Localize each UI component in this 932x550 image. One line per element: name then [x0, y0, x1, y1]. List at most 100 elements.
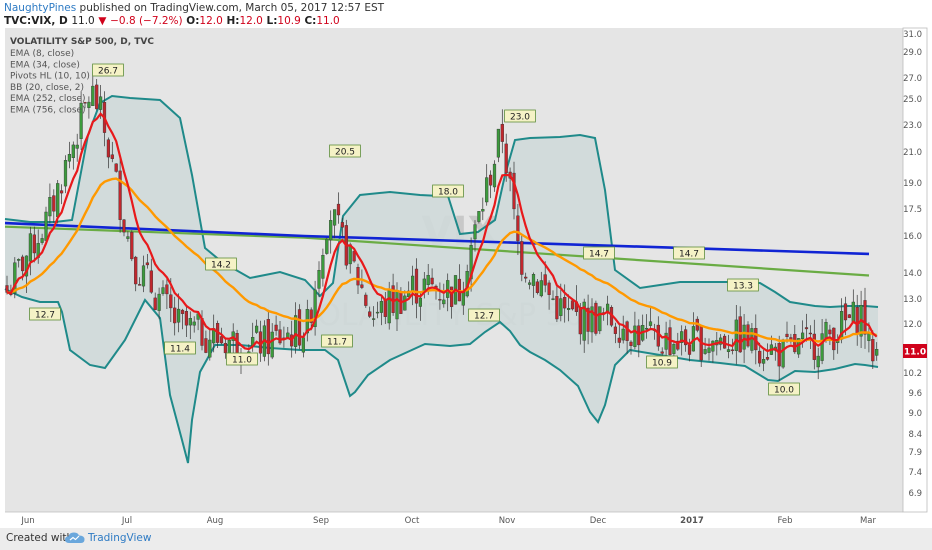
candle: [114, 163, 118, 173]
publish-info: NaughtyPines published on TradingView.co…: [4, 2, 384, 14]
candle: [372, 306, 376, 327]
candle: [617, 323, 621, 349]
candle-body: [551, 298, 555, 300]
candle: [184, 305, 188, 337]
candle-body: [352, 251, 356, 262]
candle-body: [71, 144, 75, 158]
candle: [5, 275, 9, 295]
candle-body: [79, 102, 83, 139]
candle-body: [278, 329, 282, 344]
y-tick-label: 27.0: [903, 74, 922, 84]
candle-body: [648, 321, 653, 326]
price-chart[interactable]: VIXVOLATILITY S&P 50026.712.714.211.411.…: [0, 0, 932, 528]
candle: [223, 339, 227, 359]
legend-entry: BB (20, close, 2): [10, 83, 84, 93]
candle-body: [430, 277, 434, 285]
y-tick-label: 9.0: [908, 409, 922, 419]
pivot-label-box: [768, 382, 800, 396]
candle-body: [137, 284, 142, 286]
x-tick-label: 2017: [680, 516, 704, 526]
candle-body: [204, 338, 208, 353]
candle: [492, 160, 497, 192]
candle: [531, 272, 536, 298]
candle: [793, 325, 797, 354]
footer: Created with TradingView: [0, 528, 932, 550]
candle: [812, 319, 816, 370]
candle: [375, 301, 380, 319]
candle-body: [83, 102, 87, 104]
candle: [192, 316, 196, 333]
candle-body: [808, 332, 812, 335]
candle-body: [313, 289, 317, 327]
candle-body: [812, 333, 816, 360]
candle: [723, 333, 727, 349]
pivot-label-box: [468, 308, 500, 322]
pivot-label: 14.7: [583, 246, 615, 260]
high-value: 12.0: [239, 15, 263, 27]
candle-body: [387, 290, 391, 324]
candle-body: [485, 177, 489, 203]
symbol-label: TVC:VIX, D: [4, 15, 68, 27]
candle-body: [855, 307, 859, 335]
candle-body: [360, 284, 364, 288]
candle: [17, 258, 21, 268]
candle: [63, 155, 68, 194]
down-triangle-icon: ▼: [98, 15, 107, 27]
created-with-text: Created with: [6, 532, 74, 544]
candle-body: [188, 318, 192, 326]
candle-body: [52, 195, 56, 212]
candle: [60, 184, 64, 205]
author-link[interactable]: NaughtyPines: [4, 2, 77, 14]
candle-body: [98, 96, 103, 110]
candle-body: [130, 232, 134, 260]
candle-body: [617, 337, 621, 343]
candle-body: [543, 274, 547, 286]
candle-body: [746, 324, 750, 347]
candle: [173, 296, 177, 336]
candle-body: [141, 265, 146, 287]
candle-body: [707, 347, 711, 353]
candle-body: [726, 349, 731, 352]
pivot-label-box: [727, 278, 759, 292]
candle-body: [426, 275, 430, 285]
pivot-label-text: 10.9: [652, 359, 672, 369]
candle-body: [87, 101, 91, 108]
candle: [777, 335, 781, 382]
candle: [485, 164, 489, 206]
candle-body: [340, 222, 344, 228]
candle-body: [586, 307, 590, 332]
candle-body: [531, 274, 536, 286]
price-axis: [902, 27, 928, 513]
candle-body: [820, 333, 824, 361]
candle: [297, 304, 302, 350]
candle-body: [633, 325, 637, 347]
candle-body: [379, 301, 383, 313]
candle-body: [161, 287, 165, 294]
pivot-label-text: 20.5: [335, 148, 355, 158]
tradingview-brand[interactable]: TradingView: [88, 532, 152, 544]
y-tick-label: 31.0: [903, 30, 922, 40]
x-tick-label: Aug: [207, 516, 224, 526]
candle: [598, 306, 602, 335]
candle: [524, 272, 528, 283]
candle: [528, 279, 532, 290]
candle: [75, 133, 79, 162]
candle-body: [48, 196, 52, 217]
candle-body: [5, 285, 9, 293]
pivot-label: 10.0: [768, 382, 800, 396]
pivot-label-text: 14.2: [211, 261, 231, 271]
legend-entry: EMA (252, close): [10, 94, 86, 104]
candle-body: [44, 211, 48, 241]
candle-body: [173, 307, 177, 324]
pivot-label-box: [646, 355, 678, 369]
candle-body: [703, 349, 707, 354]
pivot-label: 11.4: [164, 341, 196, 355]
pivot-label: 20.5: [329, 144, 361, 158]
candle-body: [153, 297, 157, 310]
candle-body: [270, 331, 274, 358]
last-price-tag: [903, 344, 927, 358]
pivot-label: 14.7: [673, 246, 705, 260]
candle: [87, 96, 91, 119]
candle-body: [539, 280, 543, 297]
candle-body: [63, 160, 68, 187]
